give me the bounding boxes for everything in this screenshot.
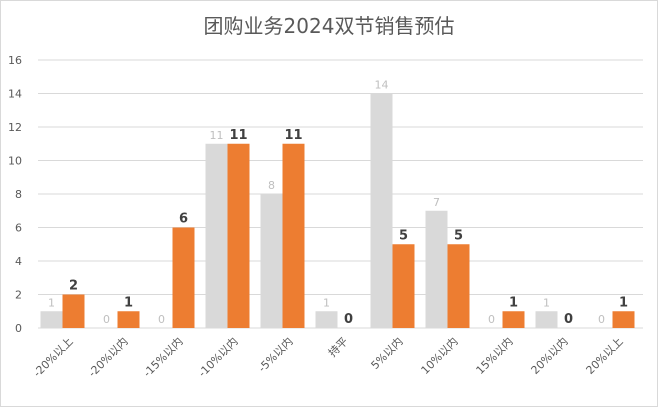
data-label: 7 <box>433 196 440 209</box>
bar <box>282 143 305 328</box>
bar <box>117 311 140 328</box>
x-tick-label: -5%以内 <box>255 334 296 375</box>
data-label: 1 <box>509 295 518 310</box>
bar <box>172 227 195 328</box>
data-label: 1 <box>48 296 55 309</box>
y-tick-label: 14 <box>8 88 22 101</box>
data-label: 0 <box>344 312 353 327</box>
bar <box>535 311 558 328</box>
bar <box>392 244 415 328</box>
data-label: 6 <box>179 212 188 227</box>
data-label: 5 <box>399 228 408 243</box>
data-label: 1 <box>543 296 550 309</box>
x-tick-label: -20%以上 <box>31 335 76 380</box>
data-label: 0 <box>103 313 110 326</box>
y-tick-label: 16 <box>8 54 22 67</box>
bar <box>370 93 393 328</box>
data-label: 11 <box>284 128 302 143</box>
y-tick-label: 10 <box>8 155 22 168</box>
data-label: 1 <box>619 295 628 310</box>
x-tick-label: -10%以内 <box>195 334 241 380</box>
y-tick-label: 6 <box>15 222 22 235</box>
data-label: 0 <box>488 313 495 326</box>
x-tick-label: -20%以内 <box>85 334 131 380</box>
data-label: 1 <box>124 295 133 310</box>
data-label: 11 <box>210 129 224 142</box>
bar <box>502 311 525 328</box>
x-tick-label: 持平 <box>325 334 350 359</box>
bar <box>205 143 228 328</box>
y-tick-label: 0 <box>15 322 22 335</box>
data-label: 11 <box>229 128 247 143</box>
x-tick-label: 5%以内 <box>368 334 406 372</box>
bar <box>62 294 85 328</box>
data-label: 0 <box>564 312 573 327</box>
y-tick-label: 4 <box>15 255 22 268</box>
data-label: 5 <box>454 228 463 243</box>
y-tick-label: 8 <box>15 188 22 201</box>
data-label: 0 <box>598 313 605 326</box>
x-tick-label: 20%以内 <box>528 334 571 377</box>
bar <box>260 194 283 328</box>
bar <box>425 210 448 328</box>
chart-title: 团购业务2024双节销售预估 <box>203 14 455 38</box>
bar <box>447 244 470 328</box>
data-label: 14 <box>375 79 389 92</box>
data-label: 0 <box>158 313 165 326</box>
x-tick-label: -15%以内 <box>140 334 186 380</box>
y-tick-label: 2 <box>15 289 22 302</box>
data-label: 1 <box>323 296 330 309</box>
x-tick-label: 20%以上 <box>584 335 626 377</box>
x-tick-label: 15%以内 <box>473 334 516 377</box>
bar <box>227 143 250 328</box>
bar <box>40 311 63 328</box>
bar <box>315 311 338 328</box>
bar <box>612 311 635 328</box>
y-tick-label: 12 <box>8 121 22 134</box>
x-tick-label: 10%以内 <box>418 334 461 377</box>
data-label: 8 <box>268 179 275 192</box>
data-label: 2 <box>69 279 78 294</box>
